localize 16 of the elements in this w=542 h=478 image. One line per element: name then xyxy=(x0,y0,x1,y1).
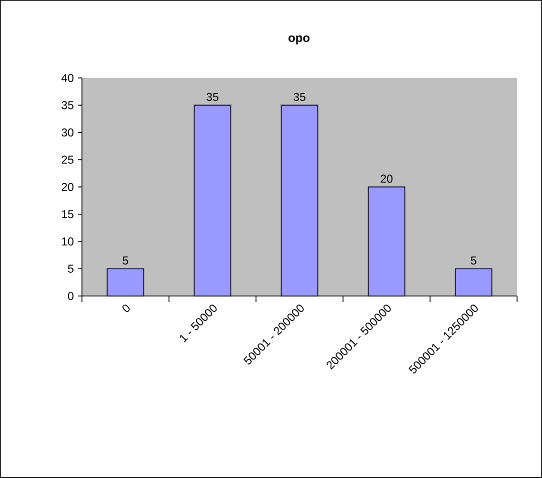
data-label: 35 xyxy=(206,92,218,101)
y-tick-label: 25 xyxy=(62,156,74,164)
data-label: 5 xyxy=(470,256,476,265)
y-tick-label: 0 xyxy=(68,292,74,300)
y-tick-label: 30 xyxy=(62,128,74,137)
y-tick-label: 10 xyxy=(62,237,74,246)
y-tick-label: 35 xyxy=(62,101,74,110)
y-tick-label: 15 xyxy=(62,210,74,218)
data-label: 5 xyxy=(122,256,128,265)
y-tick-label: 5 xyxy=(68,264,74,273)
data-label: 20 xyxy=(380,174,392,183)
chart-title: opo xyxy=(288,35,310,44)
data-label: 35 xyxy=(294,92,306,101)
x-tick-label: 0 xyxy=(122,304,130,312)
y-tick-label: 20 xyxy=(62,182,74,192)
y-tick-label: 40 xyxy=(61,74,74,82)
